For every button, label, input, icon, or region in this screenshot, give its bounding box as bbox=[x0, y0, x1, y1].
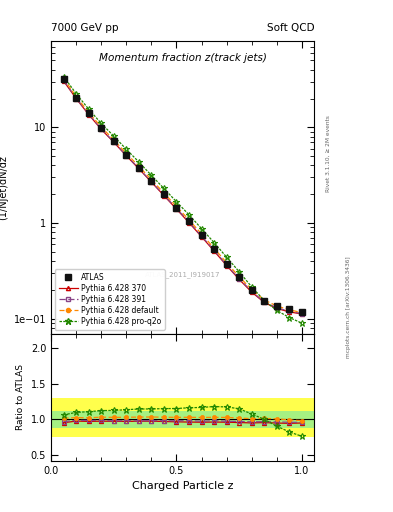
Legend: ATLAS, Pythia 6.428 370, Pythia 6.428 391, Pythia 6.428 default, Pythia 6.428 pr: ATLAS, Pythia 6.428 370, Pythia 6.428 39… bbox=[55, 269, 165, 330]
Y-axis label: Ratio to ATLAS: Ratio to ATLAS bbox=[16, 364, 25, 430]
Text: Momentum fraction z(track jets): Momentum fraction z(track jets) bbox=[99, 53, 267, 62]
Text: 7000 GeV pp: 7000 GeV pp bbox=[51, 23, 119, 33]
Text: ATLAS_2011_I919017: ATLAS_2011_I919017 bbox=[145, 272, 220, 279]
Text: mcplots.cern.ch [arXiv:1306.3436]: mcplots.cern.ch [arXiv:1306.3436] bbox=[346, 257, 351, 358]
Y-axis label: (1/Njet)dN/dz: (1/Njet)dN/dz bbox=[0, 155, 8, 220]
Bar bbox=[51, 411, 314, 428]
Text: Rivet 3.1.10, ≥ 2M events: Rivet 3.1.10, ≥ 2M events bbox=[326, 115, 331, 192]
X-axis label: Charged Particle z: Charged Particle z bbox=[132, 481, 233, 491]
Text: Soft QCD: Soft QCD bbox=[267, 23, 314, 33]
Bar bbox=[51, 398, 314, 437]
